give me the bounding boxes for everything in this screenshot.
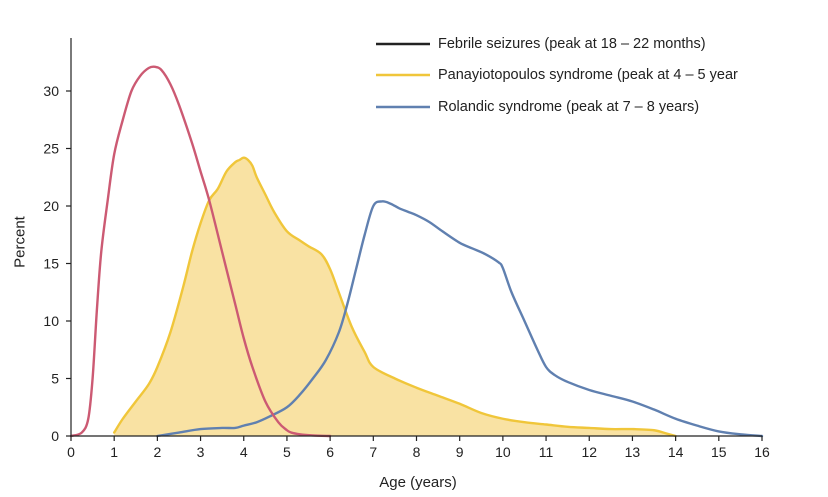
x-tick-label: 6 — [326, 444, 334, 460]
x-tick-label: 3 — [197, 444, 205, 460]
x-tick-label: 16 — [754, 444, 770, 460]
x-tick-label: 8 — [413, 444, 421, 460]
y-axis-title: Percent — [12, 215, 29, 268]
y-tick-label: 5 — [51, 371, 59, 387]
legend-label-2: Rolandic syndrome (peak at 7 – 8 years) — [438, 99, 699, 115]
y-tick-label: 0 — [51, 428, 59, 444]
x-tick-label: 12 — [581, 444, 597, 460]
y-tick-label: 25 — [43, 141, 59, 157]
x-tick-label: 4 — [240, 444, 248, 460]
plot-area — [69, 65, 764, 438]
y-axis: 0 5 10 15 20 25 30 — [43, 38, 72, 444]
x-tick-label: 15 — [711, 444, 727, 460]
x-tick-label: 9 — [456, 444, 464, 460]
x-tick-label: 13 — [625, 444, 641, 460]
legend-label-1: Panayiotopoulos syndrome (peak at 4 – 5 … — [438, 67, 738, 83]
x-tick-label: 11 — [539, 444, 554, 460]
x-tick-label: 14 — [668, 444, 684, 460]
x-axis: 0 1 2 3 4 5 6 7 8 9 10 11 12 13 14 15 16 — [67, 435, 770, 460]
y-tick-label: 20 — [43, 198, 59, 214]
x-tick-label: 7 — [369, 444, 377, 460]
y-tick-label: 30 — [43, 83, 59, 99]
x-axis-title: Age (years) — [379, 474, 457, 491]
x-tick-label: 5 — [283, 444, 291, 460]
y-tick-label: 15 — [43, 256, 59, 272]
series-line-1 — [112, 156, 677, 438]
y-tick-label: 10 — [43, 313, 59, 329]
legend: Febrile seizures (peak at 18 – 22 months… — [376, 36, 738, 115]
x-tick-label: 1 — [110, 444, 118, 460]
x-tick-label: 0 — [67, 444, 75, 460]
legend-label-0: Febrile seizures (peak at 18 – 22 months… — [438, 36, 706, 52]
x-tick-label: 2 — [153, 444, 161, 460]
series-area-1 — [114, 157, 676, 436]
series-line-0 — [69, 65, 332, 438]
series-line-2 — [156, 200, 764, 438]
x-tick-label: 10 — [495, 444, 511, 460]
